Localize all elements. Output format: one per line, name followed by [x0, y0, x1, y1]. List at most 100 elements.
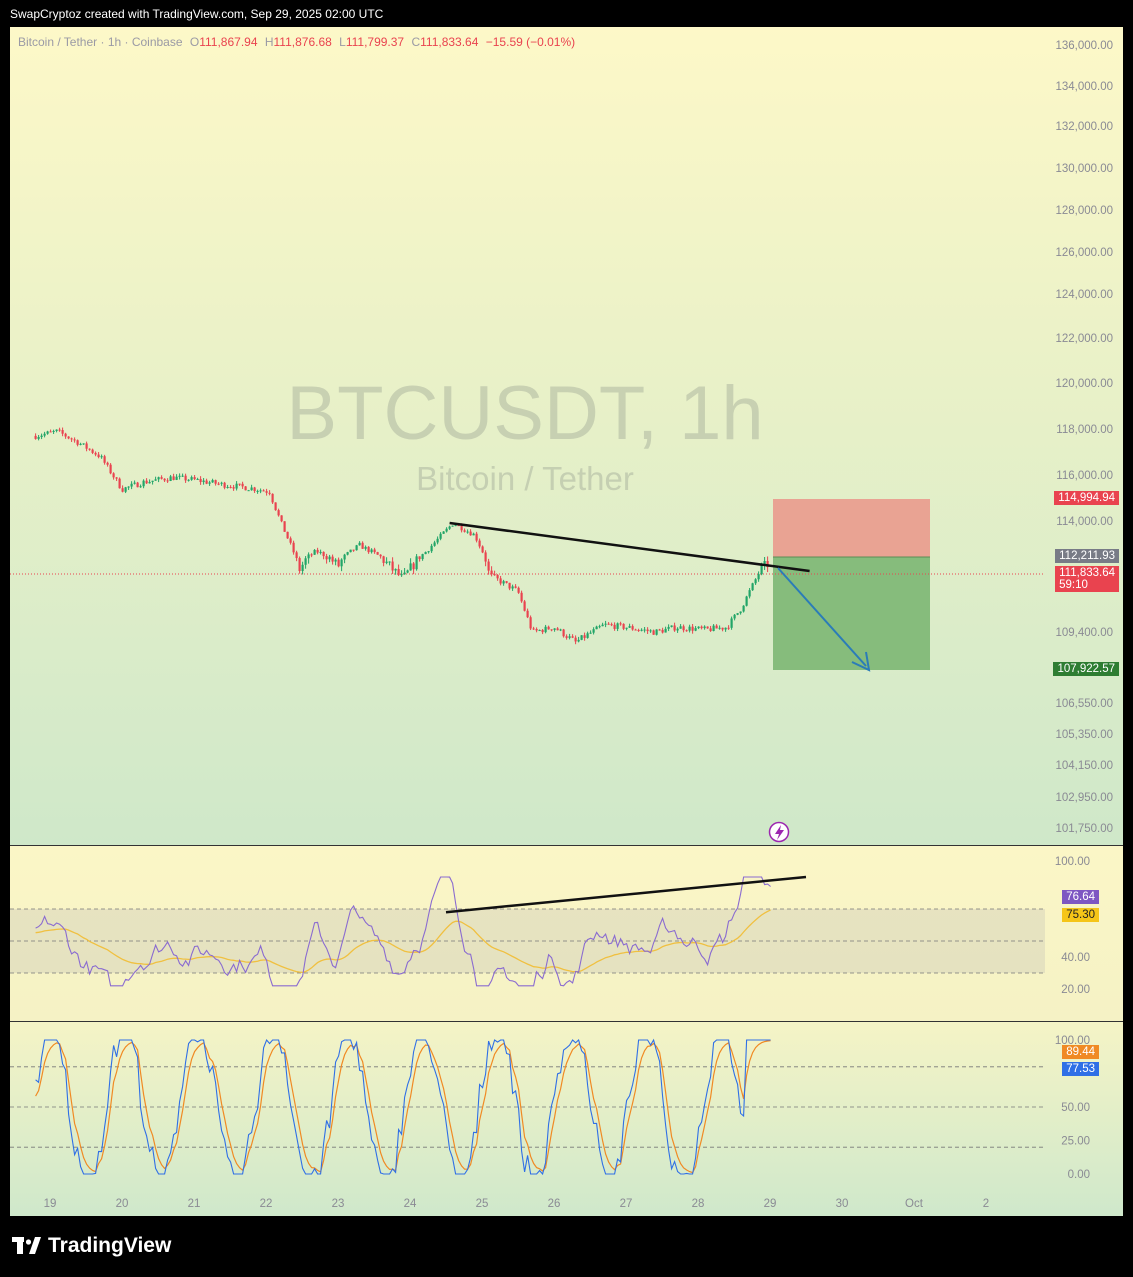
- candle-body: [649, 630, 652, 632]
- candle-body: [139, 486, 142, 488]
- legend-close: 111,833.64: [420, 35, 479, 49]
- candle-body: [58, 429, 61, 431]
- candle-body: [130, 483, 133, 487]
- candle-body: [457, 525, 460, 527]
- candle-body: [661, 629, 664, 633]
- candle-body: [442, 531, 445, 534]
- candle-body: [604, 623, 607, 625]
- candle-body: [673, 625, 676, 631]
- time-axis-tick: 24: [404, 1198, 417, 1210]
- time-axis-tick: 2: [983, 1198, 989, 1210]
- candle-body: [127, 486, 130, 488]
- candle-body: [616, 623, 619, 629]
- candle-body: [691, 626, 694, 631]
- time-axis-tick: 25: [476, 1198, 489, 1210]
- candle-body: [316, 549, 319, 553]
- tradingview-logo[interactable]: TradingView: [12, 1234, 171, 1258]
- legend-low: 111,799.37: [345, 35, 405, 49]
- candle-body: [283, 521, 286, 532]
- target-price-label: 107,922.57: [1053, 662, 1119, 676]
- candle-body: [100, 456, 103, 458]
- candle-body: [496, 575, 499, 579]
- candle-body: [517, 587, 520, 593]
- candle-body: [121, 488, 124, 492]
- candle-body: [112, 473, 115, 478]
- candle-body: [523, 601, 526, 611]
- rsi-pane-bg: [10, 846, 1123, 1021]
- candle-body: [145, 480, 148, 484]
- candle-body: [190, 477, 193, 480]
- candle-body: [445, 528, 448, 532]
- candle-body: [250, 487, 253, 491]
- stop-loss-zone: [773, 499, 930, 557]
- candle-body: [193, 477, 196, 480]
- candle-body: [160, 477, 163, 479]
- candle-body: [436, 538, 439, 543]
- candle-body: [211, 480, 214, 483]
- candle-body: [70, 438, 73, 440]
- price-axis-tick: 118,000.00: [1056, 424, 1113, 436]
- candle-body: [427, 551, 430, 553]
- candle-body: [280, 515, 283, 522]
- candle-body: [448, 526, 451, 529]
- price-axis-tick: 132,000.00: [1055, 121, 1113, 133]
- candle-body: [487, 561, 490, 571]
- candle-body: [319, 551, 322, 553]
- last-price: 111,833.64: [1059, 567, 1115, 579]
- candle-body: [658, 629, 661, 631]
- candle-body: [667, 626, 670, 629]
- candle-body: [187, 479, 190, 481]
- candle-body: [589, 632, 592, 634]
- legend-low-label: L: [339, 35, 346, 49]
- candle-body: [274, 502, 277, 511]
- candle-body: [244, 486, 247, 491]
- candle-body: [73, 439, 76, 441]
- candle-body: [337, 559, 340, 567]
- candle-body: [415, 556, 418, 570]
- tradingview-logo-icon: [12, 1237, 41, 1254]
- entry-price-label: 112,211.93: [1055, 549, 1119, 563]
- candle-body: [76, 440, 79, 445]
- candle-body: [469, 531, 472, 536]
- candle-body: [553, 628, 556, 630]
- candle-body: [175, 476, 178, 480]
- candle-body: [703, 626, 706, 629]
- candle-body: [154, 479, 157, 481]
- legend-open: 111,867.94: [199, 35, 258, 49]
- candle-body: [385, 561, 388, 563]
- stoch-axis-tick: 0.00: [1068, 1169, 1090, 1181]
- candle-body: [262, 490, 265, 492]
- candle-body: [82, 443, 85, 445]
- candle-body: [49, 431, 52, 433]
- candle-body: [739, 611, 742, 614]
- candle-body: [331, 556, 334, 562]
- candle-body: [499, 578, 502, 584]
- candle-body: [181, 475, 184, 477]
- candle-body: [622, 623, 625, 629]
- candle-body: [655, 629, 658, 635]
- candle-body: [508, 582, 511, 589]
- candle-body: [754, 579, 757, 584]
- candle-body: [742, 605, 745, 612]
- rsi-value-label: 76.64: [1062, 890, 1099, 904]
- candle-body: [172, 476, 175, 480]
- watermark-ticker: BTCUSDT, 1h: [286, 371, 764, 456]
- candle-body: [472, 533, 475, 536]
- candle-body: [481, 546, 484, 553]
- time-axis-tick: 21: [188, 1198, 201, 1210]
- candle-body: [55, 429, 58, 431]
- candle-body: [586, 633, 589, 638]
- candle-body: [727, 627, 730, 629]
- candle-body: [136, 482, 139, 488]
- candle-body: [52, 430, 55, 432]
- time-axis-tick: 19: [44, 1198, 57, 1210]
- candle-body: [598, 626, 601, 628]
- candle-body: [490, 570, 493, 575]
- candle-body: [133, 482, 136, 484]
- candle-body: [370, 549, 373, 553]
- candle-body: [607, 623, 610, 625]
- candle-body: [505, 581, 508, 583]
- candle-body: [268, 492, 271, 494]
- candle-body: [253, 487, 256, 492]
